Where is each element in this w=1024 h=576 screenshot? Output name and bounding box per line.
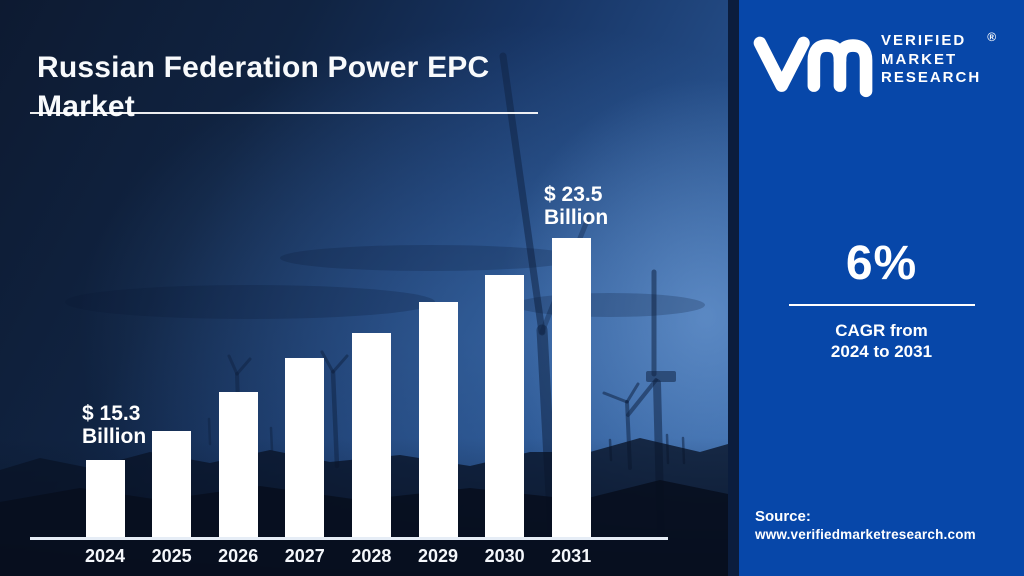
turbine-blade-icon xyxy=(625,382,640,404)
brand-line: MARKET xyxy=(881,50,958,68)
bar-2025 xyxy=(152,431,192,537)
x-tick-label-2029: 2029 xyxy=(417,546,459,566)
x-tick-label-2027: 2027 xyxy=(284,546,325,566)
bar-2027 xyxy=(285,358,325,537)
turbine-blade-icon xyxy=(227,354,239,376)
title-underline xyxy=(30,112,538,114)
turbine-blade-icon xyxy=(602,391,629,404)
bar-2030 xyxy=(485,275,525,537)
value-annotation-1: $ 23.5 Billion xyxy=(544,183,609,229)
cagr-divider xyxy=(788,304,975,306)
bar-2029 xyxy=(418,302,458,537)
source-url: www.verifiedmarketresearch.com xyxy=(755,527,976,542)
turbine-tower-icon xyxy=(207,417,212,446)
chart-background-photo: Russian Federation Power EPC Market 2024… xyxy=(0,0,728,576)
registered-trademark-icon: ® xyxy=(987,30,997,44)
cagr-block: 6% CAGR from 2024 to 2031 xyxy=(755,236,1008,362)
brand-line: RESEARCH xyxy=(881,69,982,86)
turbine-tower-icon xyxy=(330,369,340,469)
brand-line: VERIFIED xyxy=(881,32,967,49)
source-label: Source: xyxy=(755,508,811,525)
x-axis-line xyxy=(30,537,668,540)
vmr-monogram-icon xyxy=(753,36,873,98)
bar-2028 xyxy=(351,333,391,537)
cagr-value: 6% xyxy=(845,237,918,290)
x-tick-label-2030: 2030 xyxy=(484,546,525,566)
bar-2031 xyxy=(551,238,591,537)
x-tick-label-2031: 2031 xyxy=(551,546,592,566)
page-title: Russian Federation Power EPC Market xyxy=(37,51,490,124)
source-block: Source: www.verifiedmarketresearch.com xyxy=(755,507,976,544)
turbine-blade-icon xyxy=(331,354,349,374)
turbine-blade-icon xyxy=(235,357,252,376)
vmr-logo: VERIFIED MARKET RESEARCH ® xyxy=(753,28,996,98)
value-annotation-0: $ 15.3 Billion xyxy=(82,402,147,448)
brand-wordmark: VERIFIED MARKET RESEARCH xyxy=(881,32,981,88)
turbine-nacelle-icon xyxy=(646,371,676,382)
turbine-tower-icon xyxy=(269,426,274,452)
sidebar: VERIFIED MARKET RESEARCH ® 6% CAGR from … xyxy=(728,0,1024,576)
x-tick-label-2028: 2028 xyxy=(351,546,392,566)
x-tick-label-2024: 2024 xyxy=(84,546,126,566)
cloud-streaks xyxy=(65,245,705,319)
cagr-caption: CAGR from 2024 to 2031 xyxy=(830,321,933,361)
x-tick-label-2026: 2026 xyxy=(218,546,259,566)
bar-2026 xyxy=(218,392,258,537)
turbine-blade-icon xyxy=(626,378,658,417)
bar-2024 xyxy=(85,460,125,537)
x-tick-label-2025: 2025 xyxy=(151,546,192,566)
turbine-blade-icon xyxy=(499,52,546,336)
turbine-blade-icon xyxy=(320,350,335,374)
